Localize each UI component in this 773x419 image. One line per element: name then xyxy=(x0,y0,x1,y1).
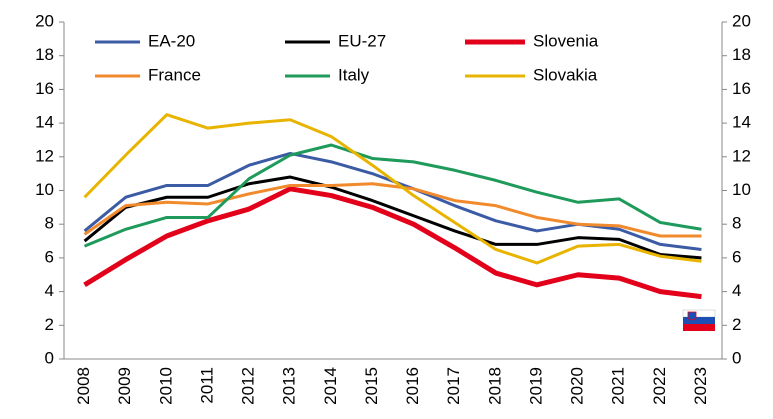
y-tick-label: 8 xyxy=(45,214,54,233)
y2-tick-label: 0 xyxy=(732,348,741,367)
y2-tick-label: 12 xyxy=(732,146,751,165)
y2-tick-label: 10 xyxy=(732,180,751,199)
legend-label: France xyxy=(148,65,201,84)
x-tick-label: 2009 xyxy=(115,367,134,405)
y-tick-label: 4 xyxy=(45,281,54,300)
y2-tick-label: 14 xyxy=(732,113,751,132)
x-tick-label: 2010 xyxy=(156,367,175,405)
series-line xyxy=(83,143,702,248)
y-tick-label: 0 xyxy=(45,348,54,367)
y-tick-label: 20 xyxy=(35,11,54,30)
x-tick-label: 2017 xyxy=(444,367,463,405)
y2-tick-label: 16 xyxy=(732,79,751,98)
x-tick-label: 2023 xyxy=(691,367,710,405)
x-tick-label: 2022 xyxy=(650,367,669,405)
y2-tick-label: 20 xyxy=(732,11,751,30)
y-tick-label: 14 xyxy=(35,113,54,132)
legend-label: Slovenia xyxy=(533,31,599,50)
x-tick-label: 2013 xyxy=(280,367,299,405)
y2-tick-label: 18 xyxy=(732,45,751,64)
x-tick-label: 2018 xyxy=(485,367,504,405)
legend-label: Italy xyxy=(338,65,370,84)
x-tick-label: 2020 xyxy=(568,367,587,405)
slovenia-flag xyxy=(682,309,716,331)
legend-label: EA-20 xyxy=(148,31,195,50)
y-tick-label: 6 xyxy=(45,247,54,266)
y2-tick-label: 4 xyxy=(732,281,741,300)
x-tick-label: 2021 xyxy=(609,367,628,405)
legend-label: EU-27 xyxy=(338,31,386,50)
x-tick-label: 2016 xyxy=(403,367,422,405)
y2-tick-label: 2 xyxy=(732,315,741,334)
x-tick-label: 2019 xyxy=(526,367,545,405)
y-tick-label: 12 xyxy=(35,146,54,165)
x-tick-label: 2015 xyxy=(362,367,381,405)
series-line xyxy=(83,182,702,238)
series-line xyxy=(83,175,702,260)
y2-tick-label: 8 xyxy=(732,214,741,233)
series-line xyxy=(83,113,702,265)
legend-label: Slovakia xyxy=(533,65,598,84)
y-tick-label: 2 xyxy=(45,315,54,334)
x-tick-label: 2011 xyxy=(197,367,216,404)
x-tick-label: 2012 xyxy=(239,367,258,405)
y-tick-label: 18 xyxy=(35,45,54,64)
y-tick-label: 16 xyxy=(35,79,54,98)
x-tick-label: 2014 xyxy=(321,367,340,405)
series-line xyxy=(83,186,702,300)
y-tick-label: 10 xyxy=(35,180,54,199)
y2-tick-label: 6 xyxy=(732,247,741,266)
x-tick-label: 2008 xyxy=(74,367,93,405)
